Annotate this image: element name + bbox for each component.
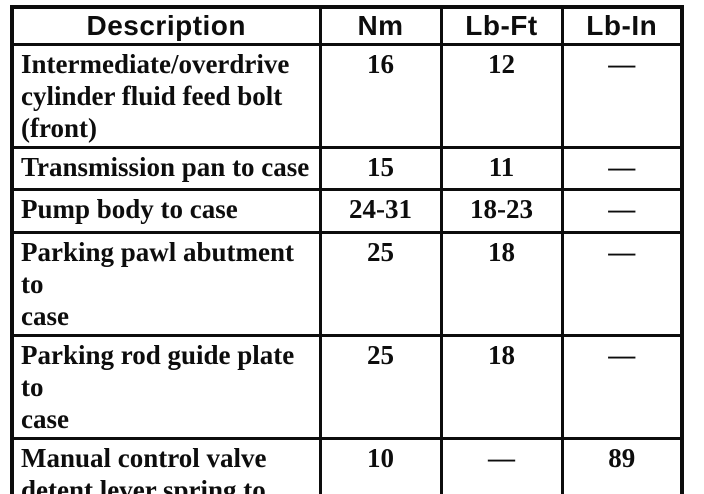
lbin-cell: — — [560, 334, 684, 440]
nm-cell: 16 — [318, 43, 443, 149]
nm-cell: 10 — [318, 437, 443, 494]
nm-cell: 25 — [318, 231, 443, 337]
table-row: Parking rod guide plate to case 25 18 — — [10, 334, 684, 440]
header-cell-nm: Nm — [318, 5, 443, 46]
table-row: Parking pawl abutment to case 25 18 — — [10, 231, 684, 337]
lbft-cell: — — [439, 437, 564, 494]
lbin-cell: — — [560, 146, 684, 191]
lbft-cell: 12 — [439, 43, 564, 149]
lbin-cell: 89 — [560, 437, 684, 494]
torque-spec-table: Description Nm Lb-Ft Lb-In Intermediate/… — [10, 5, 684, 494]
description-cell: Parking rod guide plate to case — [10, 334, 322, 440]
description-cell: Pump body to case — [10, 188, 322, 234]
lbft-cell: 18 — [439, 334, 564, 440]
nm-cell: 25 — [318, 334, 443, 440]
header-cell-lbft: Lb-Ft — [439, 5, 564, 46]
header-row: Description Nm Lb-Ft Lb-In — [10, 5, 684, 46]
nm-cell: 15 — [318, 146, 443, 191]
nm-cell: 24-31 — [318, 188, 443, 234]
description-cell: Manual control valve detent lever spring… — [10, 437, 322, 494]
description-cell: Transmission pan to case — [10, 146, 322, 191]
lbin-cell: — — [560, 43, 684, 149]
lbin-cell: — — [560, 188, 684, 234]
lbft-cell: 11 — [439, 146, 564, 191]
lbft-cell: 18 — [439, 231, 564, 337]
table-row: Manual control valve detent lever spring… — [10, 437, 684, 494]
table-row: Transmission pan to case 15 11 — — [10, 146, 684, 191]
lbft-cell: 18-23 — [439, 188, 564, 234]
header-cell-description: Description — [10, 5, 322, 46]
lbin-cell: — — [560, 231, 684, 337]
description-cell: Intermediate/overdrive cylinder fluid fe… — [10, 43, 322, 149]
header-cell-lbin: Lb-In — [560, 5, 684, 46]
table-row: Pump body to case 24-31 18-23 — — [10, 188, 684, 234]
table-row: Intermediate/overdrive cylinder fluid fe… — [10, 43, 684, 149]
description-cell: Parking pawl abutment to case — [10, 231, 322, 337]
